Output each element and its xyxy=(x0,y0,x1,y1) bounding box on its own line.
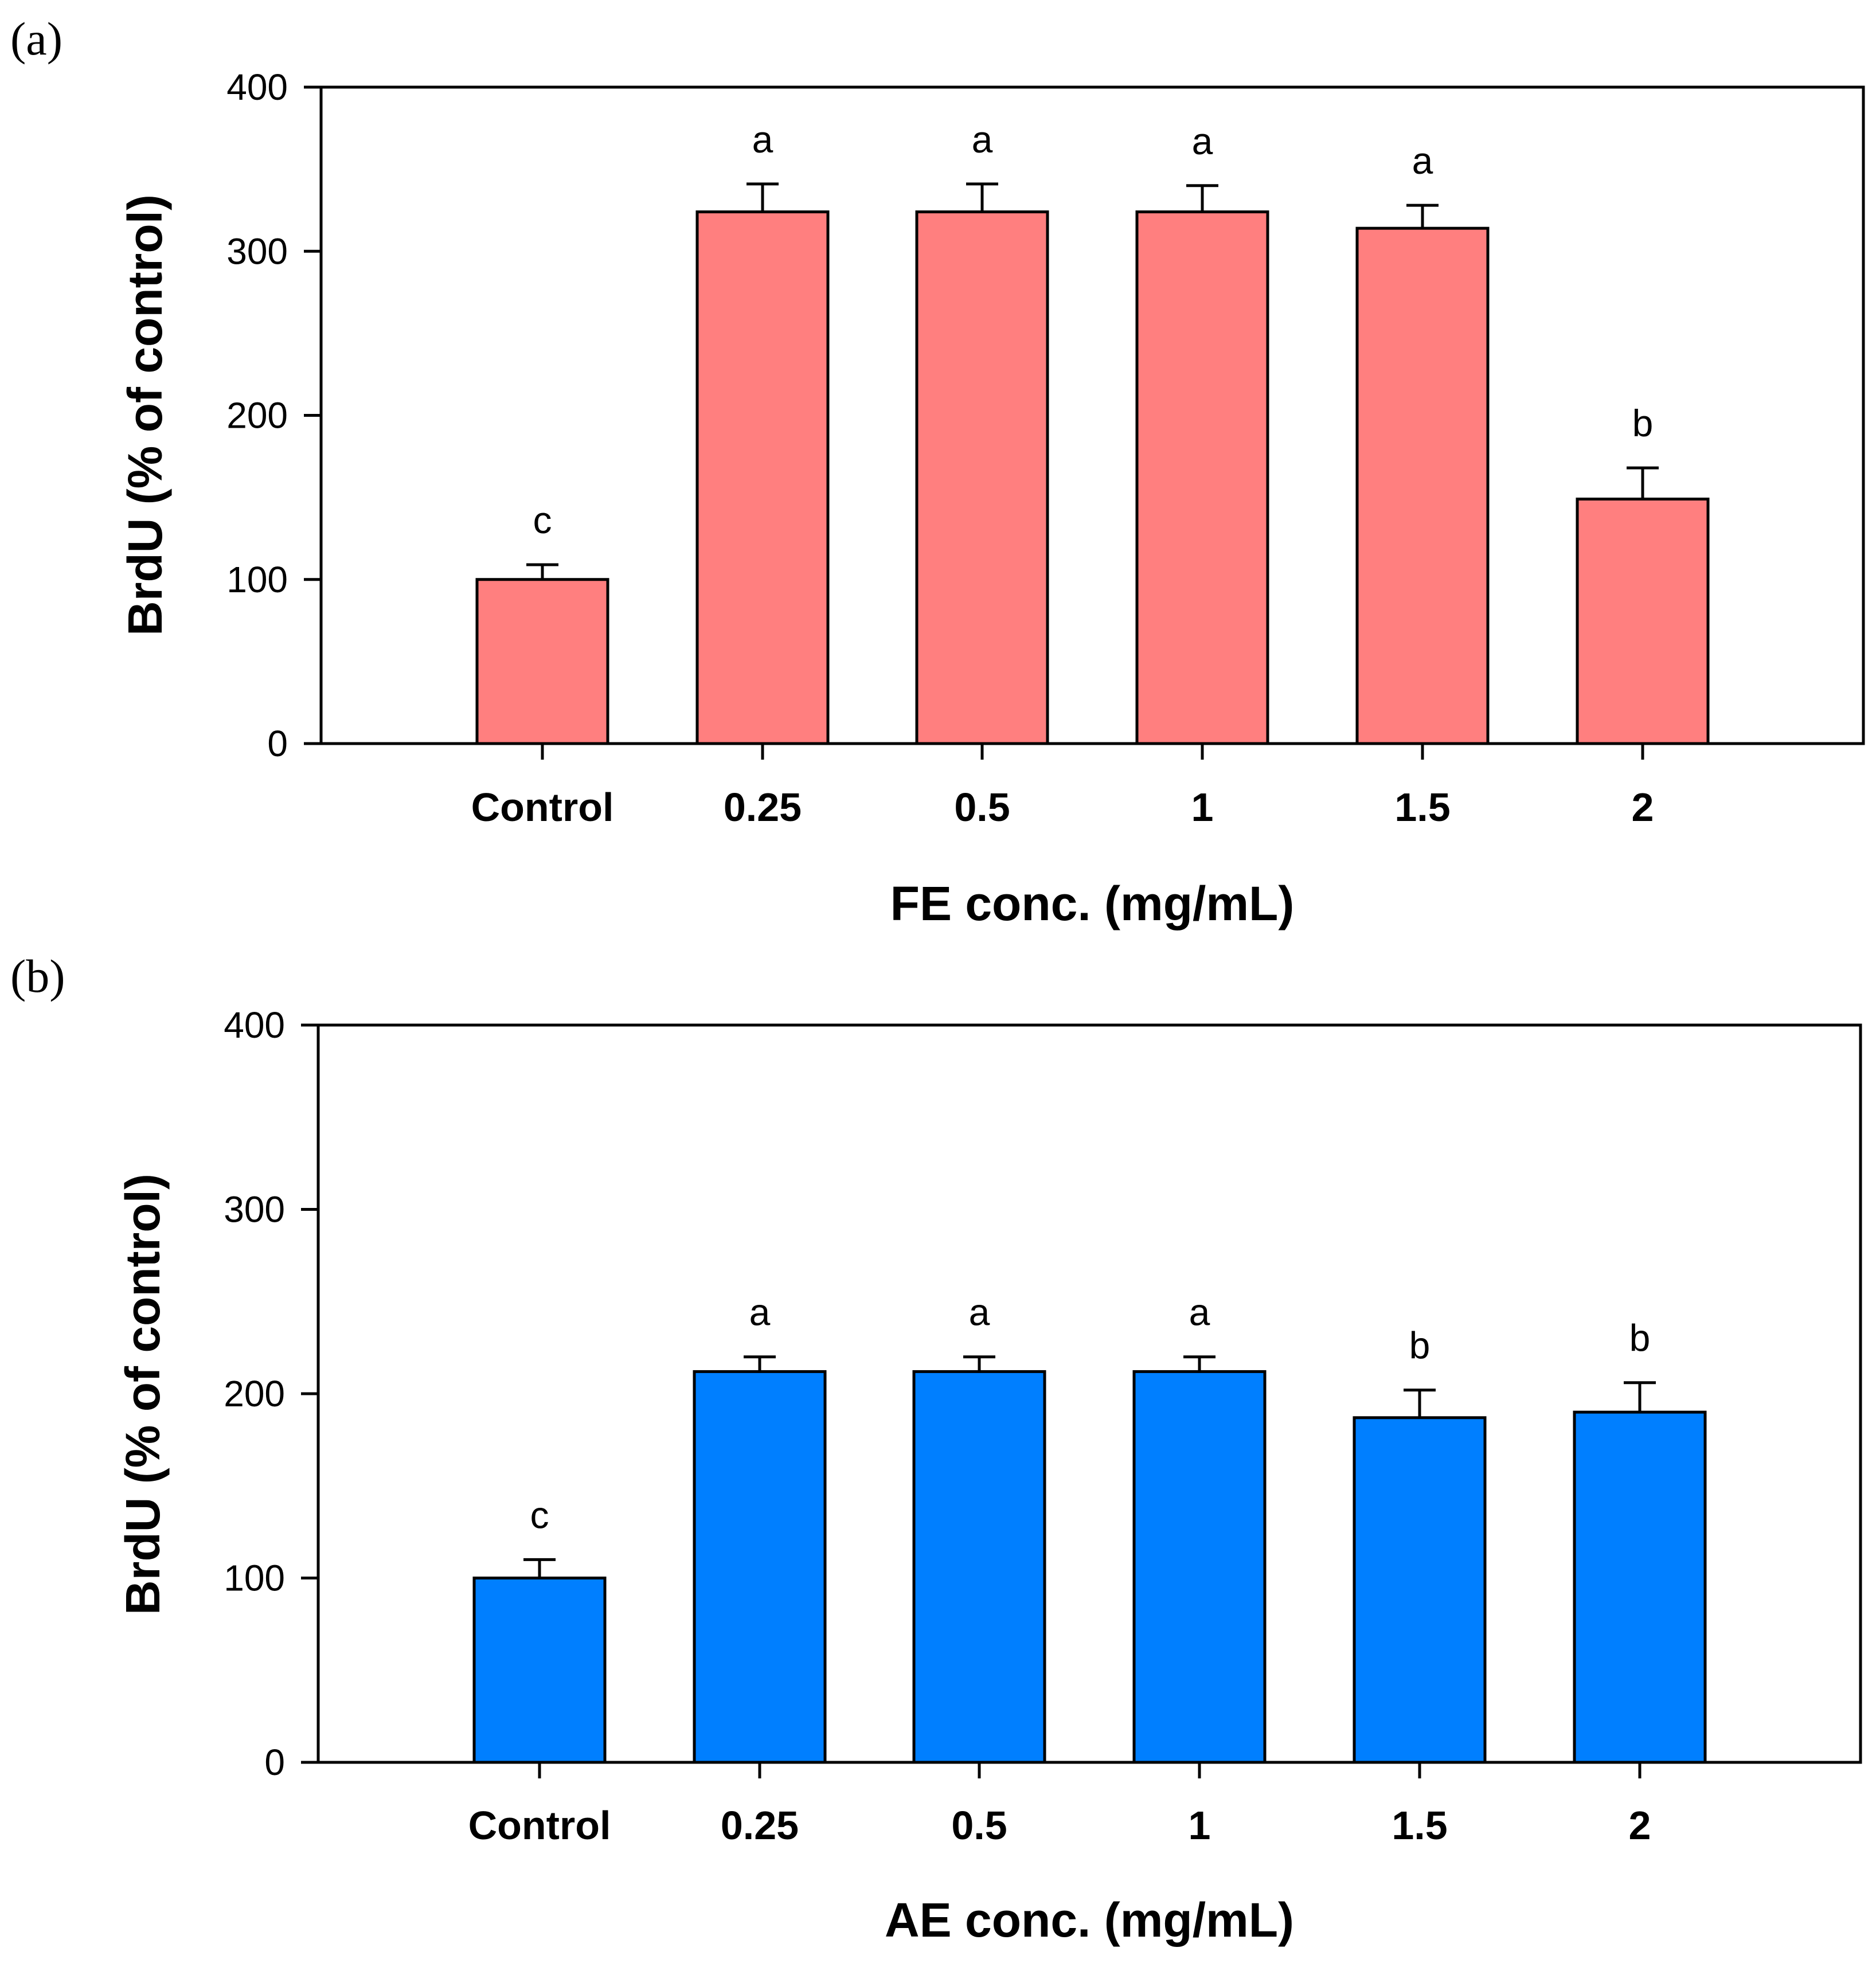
x-tick-label: 2 xyxy=(1629,1803,1651,1848)
panel-label: (b) xyxy=(10,950,65,1002)
y-axis: 0 100 200 300 400 xyxy=(224,1004,318,1783)
y-tick-label: 300 xyxy=(226,230,288,272)
x-tick-label: 0.5 xyxy=(954,785,1010,830)
x-axis-title: AE conc. (mg/mL) xyxy=(885,1893,1294,1947)
significance-label: a xyxy=(749,1291,771,1334)
y-tick-label: 0 xyxy=(267,723,288,764)
y-tick-label: 100 xyxy=(226,559,288,600)
y-tick-label: 400 xyxy=(224,1004,285,1046)
significance-label: a xyxy=(1189,1291,1210,1334)
x-tick-label: 1 xyxy=(1191,785,1214,830)
bar xyxy=(915,210,1049,745)
significance-label: c xyxy=(533,499,552,541)
significance-label: a xyxy=(1192,120,1213,162)
bar xyxy=(695,210,830,745)
x-tick-label: 2 xyxy=(1632,785,1654,830)
significance-label: a xyxy=(969,1291,990,1334)
x-axis-title: FE conc. (mg/mL) xyxy=(890,877,1295,930)
x-axis: Control 0.25 0.5 1 1.5 2 xyxy=(471,744,1654,830)
y-tick-label: 400 xyxy=(226,67,288,108)
x-tick-label: 1.5 xyxy=(1392,1803,1447,1848)
bar xyxy=(475,578,609,745)
bars: c a a a b b xyxy=(472,1291,1707,1764)
significance-label: a xyxy=(752,118,773,161)
x-tick-label: 0.25 xyxy=(721,1803,799,1848)
chart-panel-b: (b) 0 100 200 300 400 c a a a b b Control 0.25 0.5 1… xyxy=(10,950,1862,1947)
panel-label: (a) xyxy=(10,13,62,65)
chart-panel-a: (a) 0 100 200 300 400 c a a a a b Control 0.25 0.5 1… xyxy=(10,13,1865,930)
bar xyxy=(472,1577,607,1764)
y-tick-label: 300 xyxy=(224,1189,285,1230)
bar xyxy=(1355,226,1490,745)
y-axis-title: BrdU (% of control) xyxy=(118,194,172,636)
x-tick-label: 0.5 xyxy=(951,1803,1007,1848)
x-tick-label: 0.25 xyxy=(724,785,802,830)
significance-label: a xyxy=(972,118,993,161)
bar xyxy=(1353,1416,1487,1764)
bar xyxy=(693,1370,827,1764)
bar xyxy=(1135,210,1269,745)
bar xyxy=(912,1370,1046,1764)
y-tick-label: 0 xyxy=(264,1742,285,1783)
bar xyxy=(1132,1370,1267,1764)
x-tick-label: 1 xyxy=(1189,1803,1211,1848)
bars: c a a a a b xyxy=(475,118,1710,745)
bar xyxy=(1573,1410,1707,1764)
significance-label: b xyxy=(1409,1324,1431,1367)
significance-label: b xyxy=(1629,1317,1651,1359)
x-tick-label: Control xyxy=(471,785,614,830)
significance-label: a xyxy=(1412,139,1433,182)
y-axis-title: BrdU (% of control) xyxy=(116,1174,170,1615)
x-tick-label: 1.5 xyxy=(1394,785,1450,830)
y-tick-label: 200 xyxy=(224,1373,285,1414)
x-tick-label: Control xyxy=(468,1803,611,1848)
significance-label: c xyxy=(530,1493,549,1536)
y-tick-label: 200 xyxy=(226,395,288,436)
y-tick-label: 100 xyxy=(224,1558,285,1599)
y-axis: 0 100 200 300 400 xyxy=(226,67,321,764)
x-axis: Control 0.25 0.5 1 1.5 2 xyxy=(468,1762,1651,1848)
bar xyxy=(1576,497,1710,745)
significance-label: b xyxy=(1632,402,1654,444)
